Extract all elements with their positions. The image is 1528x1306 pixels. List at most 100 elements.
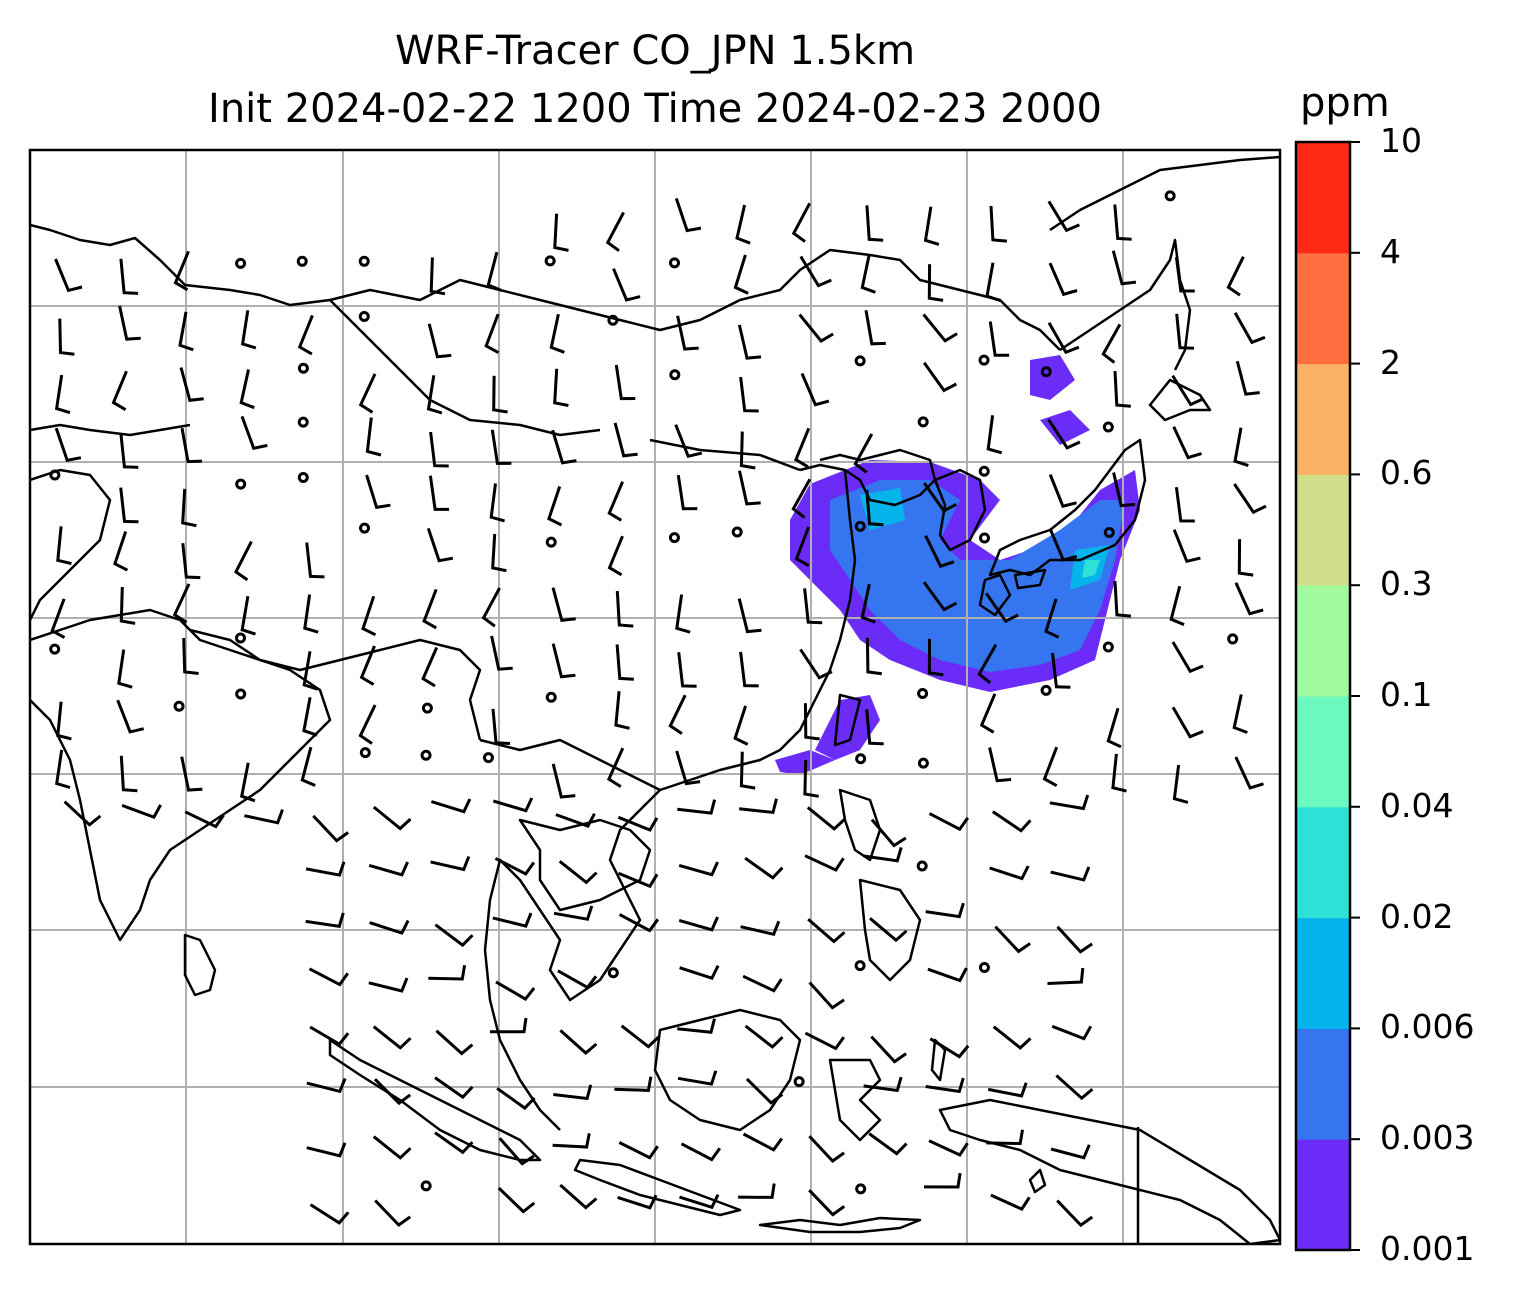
wind-barb	[1172, 529, 1201, 564]
wind-barb	[678, 861, 719, 877]
wind-barb	[430, 798, 472, 814]
calm-wind-circle	[235, 688, 247, 700]
wind-barb	[553, 213, 569, 252]
calm-wind-circle	[668, 532, 680, 544]
wind-barbs	[49, 190, 1267, 1228]
calm-wind-circle	[359, 522, 371, 534]
wind-barb	[119, 487, 139, 524]
wind-barb	[923, 206, 940, 246]
wind-barb	[244, 809, 284, 825]
calm-wind-circle	[855, 753, 867, 765]
wind-barb	[497, 1186, 536, 1214]
wind-barb	[312, 814, 349, 843]
calm-wind-circle	[297, 471, 309, 483]
wind-barb	[491, 708, 511, 745]
map-gridlines	[30, 150, 1280, 1244]
calm-wind-circle	[420, 749, 432, 761]
wind-barb	[1050, 866, 1091, 882]
wind-barb	[617, 815, 659, 832]
calm-wind-circle	[793, 1076, 805, 1088]
wind-barb	[481, 587, 501, 628]
wind-barb	[547, 486, 563, 527]
wind-barb	[803, 703, 820, 741]
colorbar-band	[1296, 142, 1350, 254]
wind-barb	[614, 364, 636, 401]
calm-wind-circle	[854, 355, 866, 367]
wind-barb	[484, 313, 500, 354]
wind-barb	[674, 424, 703, 459]
wind-barb	[1232, 694, 1248, 734]
calm-wind-circle	[544, 255, 556, 267]
wind-barb	[305, 861, 346, 877]
calm-wind-circle	[235, 257, 247, 269]
wind-barb	[985, 592, 1019, 624]
wind-barb	[614, 1076, 653, 1092]
wind-barb	[240, 310, 257, 350]
colorbar	[1296, 141, 1360, 1251]
wind-barb	[489, 483, 505, 523]
chart-title-line1: WRF-Tracer CO_JPN 1.5km	[394, 28, 916, 74]
calm-wind-circle	[855, 1183, 867, 1195]
wind-barb	[428, 964, 467, 981]
wind-barb	[305, 542, 325, 579]
wind-barb	[739, 651, 759, 688]
wind-barb	[735, 204, 751, 245]
wind-barb	[1113, 580, 1132, 618]
wind-barb	[486, 251, 502, 292]
wind-barb	[492, 375, 508, 414]
wind-barb	[865, 489, 884, 527]
wind-barb	[1172, 426, 1202, 460]
calm-wind-circle	[359, 747, 371, 759]
wind-barb	[618, 913, 660, 933]
colorbar-frame	[1294, 140, 1352, 1252]
wind-barb	[1113, 204, 1132, 241]
wind-barb	[804, 1031, 846, 1051]
colorbar-tick-label: 0.6	[1380, 453, 1433, 493]
wind-barb	[492, 912, 533, 928]
wind-barb	[744, 856, 784, 880]
wind-barb	[117, 649, 133, 689]
calm-wind-circle	[917, 687, 929, 699]
wind-barb	[494, 857, 536, 876]
wind-barb	[676, 474, 698, 511]
wind-barb	[863, 1076, 903, 1093]
wind-barb	[676, 315, 699, 351]
wind-barb	[181, 488, 197, 528]
wind-barb	[359, 645, 376, 686]
wind-barb	[1106, 707, 1122, 749]
wind-barb	[860, 583, 876, 624]
wind-barb	[181, 543, 201, 580]
wind-barb	[1048, 262, 1078, 297]
wind-barb	[551, 763, 576, 799]
wind-barb	[429, 257, 446, 296]
wind-barb	[56, 526, 72, 566]
wind-barb	[179, 367, 204, 402]
wind-barb	[988, 747, 1012, 783]
calm-wind-circle	[916, 860, 928, 872]
wind-barb	[184, 810, 225, 829]
wind-barb	[620, 1024, 660, 1049]
wind-barb	[358, 704, 377, 745]
wind-barb	[118, 305, 141, 341]
wind-barb	[927, 967, 968, 983]
wind-barb	[738, 470, 761, 506]
calm-wind-circle	[235, 478, 247, 490]
calm-wind-circle	[1227, 633, 1239, 645]
wind-barb	[302, 697, 318, 737]
wind-barb	[303, 594, 319, 634]
wind-barb	[490, 1017, 528, 1034]
wind-barb	[490, 635, 513, 671]
wind-barb	[794, 427, 811, 469]
wind-barb	[300, 746, 316, 787]
calm-wind-circle	[607, 967, 619, 979]
wind-barb	[1051, 1024, 1093, 1041]
wind-barb	[928, 812, 970, 832]
wind-barb	[1174, 487, 1195, 523]
colorbar-band	[1296, 696, 1350, 808]
wind-barb	[365, 417, 382, 457]
wind-barb	[799, 255, 832, 288]
wind-barb	[617, 871, 659, 889]
wind-barb	[1233, 427, 1249, 468]
colorbar-band	[1296, 917, 1350, 1029]
calm-wind-circle	[297, 416, 309, 428]
